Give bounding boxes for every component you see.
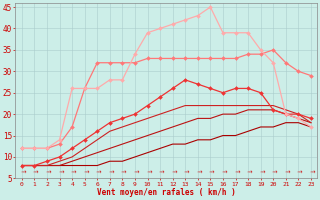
Text: ↗: ↗ [219,168,227,176]
Text: ↗: ↗ [156,168,164,176]
Text: ↗: ↗ [207,168,214,176]
Text: ↗: ↗ [269,168,277,176]
Text: ↗: ↗ [93,168,101,176]
Text: ↗: ↗ [244,168,252,176]
Text: ↗: ↗ [31,168,38,176]
Text: ↗: ↗ [181,168,189,176]
Text: ↗: ↗ [295,168,302,176]
Text: ↗: ↗ [232,168,239,176]
Text: ↗: ↗ [257,168,264,176]
Text: ↗: ↗ [119,168,126,176]
Text: ↗: ↗ [194,168,201,176]
Text: ↗: ↗ [282,168,289,176]
Text: ↗: ↗ [56,168,63,176]
X-axis label: Vent moyen/en rafales ( km/h ): Vent moyen/en rafales ( km/h ) [97,188,236,197]
Text: ↗: ↗ [81,168,88,176]
Text: ↗: ↗ [18,168,25,176]
Text: ↗: ↗ [131,168,139,176]
Text: ↗: ↗ [106,168,113,176]
Text: ↗: ↗ [169,168,176,176]
Text: ↗: ↗ [43,168,51,176]
Text: ↗: ↗ [144,168,151,176]
Text: ↗: ↗ [68,168,76,176]
Text: ↗: ↗ [307,168,315,176]
